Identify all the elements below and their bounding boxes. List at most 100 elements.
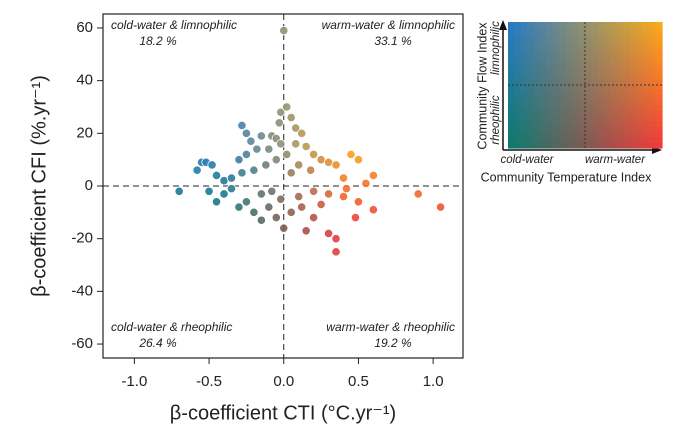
legend-cell bbox=[552, 22, 560, 28]
legend-cell bbox=[565, 64, 573, 70]
point bbox=[234, 202, 244, 212]
legend-cell bbox=[610, 106, 618, 112]
legend-cell bbox=[655, 127, 663, 133]
legend-cell bbox=[533, 106, 541, 112]
legend-cell bbox=[559, 27, 567, 34]
legend-cell bbox=[655, 53, 663, 60]
x-axis-title: β-coefficient CTI (°C.yr⁻¹) bbox=[170, 402, 396, 424]
y-tick-label: -20 bbox=[71, 230, 93, 247]
legend-cell bbox=[540, 127, 548, 133]
point bbox=[237, 120, 247, 131]
legend-cell bbox=[649, 37, 657, 44]
point bbox=[249, 207, 259, 217]
legend-cell bbox=[540, 48, 548, 55]
legend-cell bbox=[559, 85, 567, 91]
legend-cell bbox=[655, 32, 663, 39]
legend-cell bbox=[546, 137, 554, 144]
legend-cell bbox=[642, 64, 650, 70]
legend-cell bbox=[540, 137, 548, 144]
legend-cell bbox=[508, 90, 516, 97]
legend-cell bbox=[617, 90, 625, 97]
legend-cell bbox=[629, 32, 637, 39]
legend-cell bbox=[591, 48, 599, 55]
legend-cell bbox=[597, 48, 605, 55]
legend-cell bbox=[572, 132, 580, 139]
legend-cell bbox=[591, 111, 599, 118]
legend-cell bbox=[629, 116, 637, 123]
legend-cell bbox=[604, 121, 612, 128]
legend-cell bbox=[610, 116, 618, 123]
legend-cell bbox=[597, 74, 605, 81]
legend-cell bbox=[655, 90, 663, 97]
point bbox=[207, 160, 217, 170]
legend-cell bbox=[572, 127, 580, 133]
legend-cell bbox=[617, 74, 625, 81]
legend-cell bbox=[572, 69, 580, 76]
legend-cell bbox=[655, 85, 663, 91]
legend-cell bbox=[527, 132, 535, 139]
legend-cell bbox=[585, 90, 593, 97]
legend-cell bbox=[533, 32, 541, 39]
legend-cell bbox=[508, 69, 516, 76]
legend-cell bbox=[514, 69, 522, 76]
legend-cell bbox=[585, 106, 593, 112]
point bbox=[282, 102, 292, 112]
legend-cell bbox=[520, 69, 528, 76]
legend-cell bbox=[527, 106, 535, 112]
legend-cell bbox=[636, 132, 644, 139]
legend-cell bbox=[655, 100, 663, 107]
legend-cell bbox=[520, 32, 528, 39]
legend-cell bbox=[597, 132, 605, 139]
point bbox=[219, 189, 229, 199]
legend-cell bbox=[617, 58, 625, 65]
legend-cell bbox=[527, 27, 535, 34]
legend-cell bbox=[655, 116, 663, 123]
legend-cell bbox=[597, 53, 605, 60]
legend-cell bbox=[540, 64, 548, 70]
legend-cell bbox=[520, 48, 528, 55]
legend-cell bbox=[591, 69, 599, 76]
legend-cell bbox=[552, 95, 560, 102]
legend-cell bbox=[642, 142, 650, 149]
legend-cell bbox=[604, 22, 612, 28]
legend-cell bbox=[636, 43, 644, 49]
legend-cell bbox=[610, 121, 618, 128]
legend-cell bbox=[585, 111, 593, 118]
legend-cell bbox=[623, 27, 631, 34]
legend-cell bbox=[636, 85, 644, 91]
legend-cell bbox=[636, 121, 644, 128]
legend-cell bbox=[559, 22, 567, 28]
point bbox=[276, 139, 286, 149]
legend-cell bbox=[565, 95, 573, 102]
legend-cell bbox=[508, 43, 516, 49]
legend-cell bbox=[514, 43, 522, 49]
point bbox=[276, 194, 286, 204]
legend-cell bbox=[649, 58, 657, 65]
legend-cell bbox=[591, 32, 599, 39]
legend-cell bbox=[546, 132, 554, 139]
legend-cell bbox=[508, 121, 516, 128]
legend-cell bbox=[546, 69, 554, 76]
legend-cell bbox=[629, 127, 637, 133]
point bbox=[256, 189, 266, 199]
legend-cell bbox=[559, 116, 567, 123]
legend-cell bbox=[636, 64, 644, 70]
legend-cell bbox=[508, 79, 516, 86]
legend-cell bbox=[578, 90, 586, 97]
legend-cell bbox=[552, 48, 560, 55]
legend-cell bbox=[591, 116, 599, 123]
point bbox=[211, 170, 222, 181]
legend-cell bbox=[649, 111, 657, 118]
legend-cell bbox=[552, 90, 560, 97]
legend-cell bbox=[514, 27, 522, 34]
legend-cell bbox=[642, 132, 650, 139]
point bbox=[246, 136, 256, 146]
legend-cell bbox=[559, 121, 567, 128]
legend-cell bbox=[578, 95, 586, 102]
legend-cell bbox=[642, 43, 650, 49]
legend-cell bbox=[565, 53, 573, 60]
legend-cell bbox=[546, 95, 554, 102]
legend-cell bbox=[552, 111, 560, 118]
legend-cell bbox=[559, 32, 567, 39]
